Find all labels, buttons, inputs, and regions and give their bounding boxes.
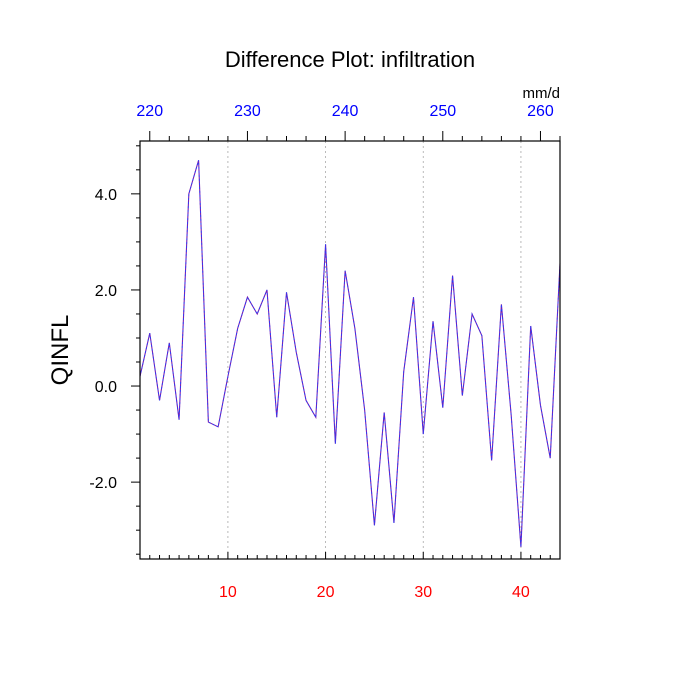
y-axis-label: QINFL xyxy=(47,315,74,386)
x-top-tick-label: 240 xyxy=(332,103,359,120)
x-bottom-tick-label: 40 xyxy=(512,584,530,601)
y-tick-label: 0.0 xyxy=(95,379,117,396)
x-top-tick-label: 250 xyxy=(429,103,456,120)
plot-frame xyxy=(139,140,561,560)
units-label: mm/d xyxy=(523,85,561,102)
y-tick-label: 4.0 xyxy=(95,187,117,204)
y-tick-label: 2.0 xyxy=(95,283,117,300)
tick-labels: 10 20 30 40 220 230 240 250 260 4.0 2.0 0.0 -2.0 xyxy=(89,103,553,601)
axis-ticks xyxy=(131,131,561,559)
series-line xyxy=(139,160,561,548)
x-bottom-tick-label: 20 xyxy=(317,584,335,601)
series-line-dash xyxy=(139,160,561,548)
series-layer xyxy=(139,160,561,548)
x-bottom-tick-label: 10 xyxy=(219,584,237,601)
y-tick-label: -2.0 xyxy=(89,475,117,492)
chart-title: Difference Plot: infiltration xyxy=(225,47,475,72)
x-top-tick-label: 220 xyxy=(136,103,163,120)
x-bottom-tick-label: 30 xyxy=(414,584,432,601)
x-top-tick-label: 260 xyxy=(527,103,554,120)
x-top-tick-label: 230 xyxy=(234,103,261,120)
